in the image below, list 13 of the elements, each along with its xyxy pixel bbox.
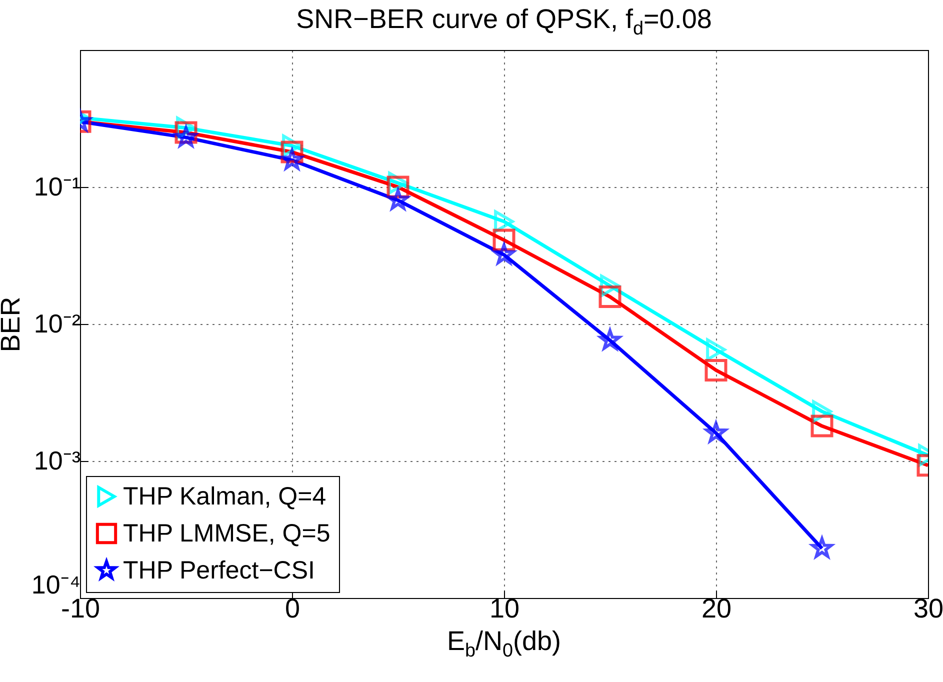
chart-title: SNR−BER curve of QPSK, f$_{d}$=0.08 (295, 4, 713, 40)
x-tick-label: 0 (284, 594, 300, 624)
y-tick-label: 10⁻² (34, 308, 81, 338)
y-axis-title: BER (0, 296, 26, 352)
x-tick-label: 20 (701, 594, 732, 624)
legend-label: THP Kalman, Q=4 (123, 482, 326, 510)
legend-label: THP LMMSE, Q=5 (123, 520, 330, 548)
x-tick-label: 10 (489, 594, 520, 624)
legend-label: THP Perfect−CSI (123, 556, 315, 584)
x-axis-title: E$_{b}$/N$_{0}$(db) (446, 626, 562, 662)
y-tick-label: 10⁻³ (34, 446, 81, 476)
y-tick-label: 10⁻¹ (34, 172, 81, 202)
x-tick-label: 30 (913, 594, 943, 624)
